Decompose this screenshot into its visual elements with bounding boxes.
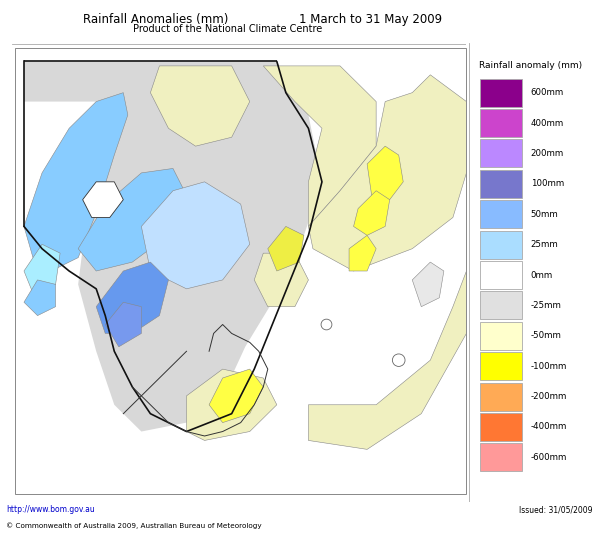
Polygon shape (24, 280, 56, 316)
Bar (481, 261, 523, 289)
Bar (481, 231, 523, 258)
Polygon shape (263, 66, 376, 226)
Text: -50mm: -50mm (531, 331, 562, 340)
Text: Rainfall Anomalies (mm): Rainfall Anomalies (mm) (83, 13, 228, 26)
Polygon shape (96, 262, 169, 333)
Bar (481, 443, 523, 472)
Polygon shape (367, 146, 403, 200)
Text: 100mm: 100mm (531, 179, 564, 189)
Text: 25mm: 25mm (531, 240, 559, 249)
Text: http://www.bom.gov.au: http://www.bom.gov.au (6, 506, 94, 514)
Text: -200mm: -200mm (531, 392, 567, 401)
Polygon shape (24, 61, 322, 431)
Text: 50mm: 50mm (531, 210, 559, 219)
Bar (481, 200, 523, 228)
Text: 1 March to 31 May 2009: 1 March to 31 May 2009 (299, 13, 443, 26)
Text: -100mm: -100mm (531, 362, 567, 371)
Polygon shape (151, 66, 250, 146)
Polygon shape (412, 262, 444, 307)
Polygon shape (309, 271, 466, 450)
Bar (481, 78, 523, 107)
Polygon shape (309, 75, 466, 271)
Text: -600mm: -600mm (531, 453, 567, 462)
Bar (481, 109, 523, 137)
Polygon shape (268, 226, 304, 271)
Text: 0mm: 0mm (531, 271, 553, 279)
Polygon shape (78, 168, 187, 271)
Text: -400mm: -400mm (531, 422, 567, 431)
Bar (481, 383, 523, 411)
Polygon shape (24, 93, 128, 271)
Polygon shape (349, 235, 376, 271)
Polygon shape (83, 182, 123, 217)
Bar (481, 170, 523, 198)
Bar (481, 413, 523, 441)
Polygon shape (24, 244, 60, 293)
Bar (481, 292, 523, 319)
Bar (481, 322, 523, 350)
Polygon shape (254, 253, 309, 307)
Polygon shape (209, 369, 263, 422)
Text: Issued: 31/05/2009: Issued: 31/05/2009 (518, 506, 592, 514)
Polygon shape (353, 191, 390, 235)
Bar (481, 352, 523, 380)
Text: Product of the National Climate Centre: Product of the National Climate Centre (133, 24, 322, 34)
Text: 200mm: 200mm (531, 149, 564, 158)
Bar (481, 139, 523, 167)
Text: 600mm: 600mm (531, 88, 564, 97)
Text: © Commonwealth of Australia 2009, Australian Bureau of Meteorology: © Commonwealth of Australia 2009, Austra… (6, 523, 261, 529)
Text: Rainfall anomaly (mm): Rainfall anomaly (mm) (479, 60, 582, 69)
Polygon shape (105, 302, 141, 347)
Polygon shape (187, 369, 277, 441)
Text: -25mm: -25mm (531, 301, 562, 310)
Text: 400mm: 400mm (531, 119, 564, 128)
Polygon shape (141, 182, 250, 289)
